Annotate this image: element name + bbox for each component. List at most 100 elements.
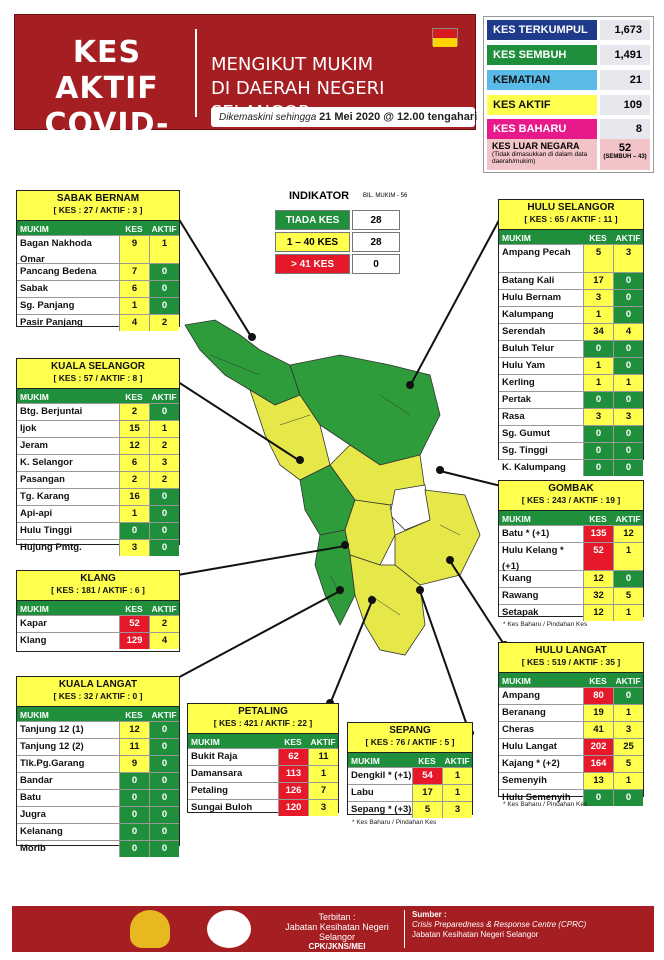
table-row: Kuang 12 0 (499, 570, 643, 587)
mukim-name: Ampang Pecah (502, 247, 571, 258)
leader-dot (368, 596, 376, 604)
map-kuala-langat (314, 529, 356, 626)
table-header: MUKIM KES AKTIF (499, 511, 643, 525)
district-summary: [ KES : 181 / AKTIF : 6 ] (51, 585, 145, 595)
district-sepang: SEPANG[ KES : 76 / AKTIF : 5 ] MUKIM KES AK… (347, 722, 473, 826)
case-count: 0 (119, 807, 149, 823)
table-row: Sabak 6 0 (17, 280, 179, 297)
foreign-label: KES LUAR NEGARA (Tidak dimasukkan di dala… (487, 139, 597, 170)
table-header: MUKIM KES AKTIF (17, 221, 179, 235)
case-count: 12 (119, 438, 149, 454)
table-header: MUKIM KES AKTIF (188, 734, 338, 748)
stat-label: KES SEMBUH (487, 45, 597, 65)
table-row: Sepang * (+3) 5 3 (348, 801, 472, 818)
case-count: 0 (119, 824, 149, 840)
stat-value: 21 (600, 70, 650, 90)
district-summary: [ KES : 27 / AKTIF : 3 ] (53, 205, 143, 215)
stat-label: KES AKTIF (487, 95, 597, 115)
indicator-row: > 41 KES 0 (275, 254, 400, 274)
table-row: Ampang 80 0 (499, 687, 643, 704)
table-row: Hulu Bernam 3 0 (499, 289, 643, 306)
column-header: AKTIF (444, 756, 470, 766)
table-row: Rawang 32 5 (499, 587, 643, 604)
district-name: PETALING (238, 706, 288, 717)
update-date: Dikemaskini sehingga 21 Mei 2020 @ 12.00… (211, 107, 477, 127)
case-count: 135 (583, 526, 613, 542)
district-note: * Kes Baharu / Pindahan Kes (503, 621, 588, 628)
table-header: MUKIM KES AKTIF (499, 230, 643, 244)
mukim-name: Tlk.Pg.Garang (20, 758, 85, 769)
district-kuala-langat: KUALA LANGAT[ KES : 32 / AKTIF : 0 ] MUKI… (16, 676, 180, 857)
indicator-label: 1 – 40 KES (275, 232, 350, 252)
leader-dot (436, 466, 444, 474)
table-row: Sg. Gumut 0 0 (499, 425, 643, 442)
district-hulu-langat: HULU LANGAT[ KES : 519 / AKTIF : 35 ] MUK… (498, 642, 644, 808)
column-header: KES (125, 710, 143, 720)
table-header: MUKIM KES AKTIF (348, 753, 472, 767)
mukim-name: Batu (20, 792, 42, 803)
stat-row: KES AKTIF 109 (487, 95, 650, 115)
case-count: 0 (119, 841, 149, 857)
active-count: 0 (149, 540, 179, 556)
case-count: 5 (583, 245, 613, 272)
table-row: Sg. Panjang 1 0 (17, 297, 179, 314)
case-count: 7 (119, 264, 149, 280)
mukim-name: Ampang (502, 690, 540, 701)
mukim-name: Dengkil * (+1) (351, 770, 412, 781)
leader-dot (446, 556, 454, 564)
case-count: 6 (119, 455, 149, 471)
table-row: Klang 129 4 (17, 632, 179, 649)
leader-dot (336, 586, 344, 594)
district-name: GOMBAK (548, 483, 594, 494)
district-header: PETALING[ KES : 421 / AKTIF : 22 ] (188, 704, 338, 734)
indicator-label: TIADA KES (275, 210, 350, 230)
active-count: 0 (149, 739, 179, 755)
mukim-name: Hujung Pmtg. (20, 542, 82, 553)
active-count: 3 (308, 800, 338, 816)
mukim-name: Buluh Telur (502, 343, 555, 354)
table-row: Ampang Pecah 5 3 (499, 244, 643, 272)
table-header: MUKIM KES AKTIF (17, 601, 179, 615)
active-count: 2 (149, 472, 179, 488)
table-row: Kerling 1 1 (499, 374, 643, 391)
mukim-name: Jugra (20, 809, 46, 820)
case-count: 1 (583, 307, 613, 323)
mukim-name: Batang Kali (502, 275, 555, 286)
mukim-name: Jeram (20, 440, 48, 451)
leader-dot (416, 586, 424, 594)
active-count: 12 (613, 526, 643, 542)
case-count: 62 (278, 749, 308, 765)
mukim-name: Serendah (502, 326, 546, 337)
stat-label: KES BAHARU (487, 119, 597, 139)
table-row: Pasangan 2 2 (17, 471, 179, 488)
case-count: 12 (583, 571, 613, 587)
case-count: 0 (583, 443, 613, 459)
mukim-name: Semenyih (502, 775, 547, 786)
selangor-flag-icon (432, 28, 458, 47)
case-count: 2 (119, 404, 149, 420)
column-header: KES (125, 604, 143, 614)
table-row: Api-api 1 0 (17, 505, 179, 522)
active-count: 3 (613, 722, 643, 738)
column-header: MUKIM (20, 224, 49, 234)
district-name: HULU SELANGOR (527, 202, 615, 213)
district-name: KLANG (80, 573, 116, 584)
active-count: 0 (613, 358, 643, 374)
column-header: AKTIF (615, 233, 641, 243)
table-row: Batu 0 0 (17, 789, 179, 806)
mukim-name: Btg. Berjuntai (20, 406, 83, 417)
table-row: Pasir Panjang 4 2 (17, 314, 179, 331)
active-count: 0 (613, 790, 643, 806)
case-count: 17 (412, 785, 442, 801)
mukim-name: Hulu Yam (502, 360, 546, 371)
table-row: Tanjung 12 (1) 12 0 (17, 721, 179, 738)
mukim-name: Hulu Semenyih (502, 792, 571, 803)
district-summary: [ KES : 32 / AKTIF : 0 ] (53, 691, 143, 701)
table-row: Tg. Karang 16 0 (17, 488, 179, 505)
mukim-name: Pertak (502, 394, 532, 405)
mukim-name: Batu * (+1) (502, 528, 550, 539)
active-count: 1 (149, 421, 179, 437)
stat-label: KES TERKUMPUL (487, 20, 597, 40)
district-name: KUALA SELANGOR (50, 361, 146, 372)
mukim-name: Sg. Gumut (502, 428, 551, 439)
